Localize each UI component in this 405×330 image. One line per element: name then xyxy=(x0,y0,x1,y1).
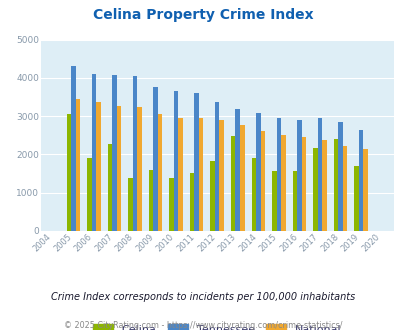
Bar xyxy=(333,139,337,231)
Bar xyxy=(75,99,80,231)
Bar xyxy=(66,114,71,231)
Bar xyxy=(353,166,358,231)
Bar xyxy=(132,76,137,231)
Bar xyxy=(149,170,153,231)
Text: Crime Index corresponds to incidents per 100,000 inhabitants: Crime Index corresponds to incidents per… xyxy=(51,292,354,302)
Bar xyxy=(251,157,256,231)
Bar xyxy=(117,106,121,231)
Bar xyxy=(128,178,132,231)
Bar xyxy=(312,148,317,231)
Bar xyxy=(194,93,198,231)
Bar xyxy=(296,120,301,231)
Bar xyxy=(321,140,326,231)
Bar xyxy=(239,125,244,231)
Bar xyxy=(112,75,117,231)
Bar xyxy=(301,137,305,231)
Bar xyxy=(178,118,183,231)
Bar xyxy=(337,122,342,231)
Bar xyxy=(92,74,96,231)
Bar xyxy=(210,161,214,231)
Text: Celina Property Crime Index: Celina Property Crime Index xyxy=(92,8,313,22)
Bar xyxy=(107,144,112,231)
Bar xyxy=(219,120,224,231)
Bar xyxy=(153,87,158,231)
Bar xyxy=(137,107,141,231)
Bar xyxy=(276,118,280,231)
Bar xyxy=(362,149,367,231)
Text: © 2025 CityRating.com - https://www.cityrating.com/crime-statistics/: © 2025 CityRating.com - https://www.city… xyxy=(64,321,341,330)
Bar xyxy=(190,173,194,231)
Bar xyxy=(292,171,296,231)
Bar xyxy=(198,118,203,231)
Bar xyxy=(173,91,178,231)
Bar xyxy=(280,135,285,231)
Bar xyxy=(230,136,235,231)
Bar xyxy=(358,130,362,231)
Bar xyxy=(256,114,260,231)
Bar xyxy=(71,66,75,231)
Legend: Celina, Tennessee, National: Celina, Tennessee, National xyxy=(90,321,344,330)
Bar xyxy=(214,102,219,231)
Bar xyxy=(87,158,92,231)
Bar xyxy=(342,147,346,231)
Bar xyxy=(235,109,239,231)
Bar xyxy=(271,171,276,231)
Bar xyxy=(169,178,173,231)
Bar xyxy=(158,114,162,231)
Bar xyxy=(96,102,100,231)
Bar xyxy=(260,131,264,231)
Bar xyxy=(317,118,321,231)
